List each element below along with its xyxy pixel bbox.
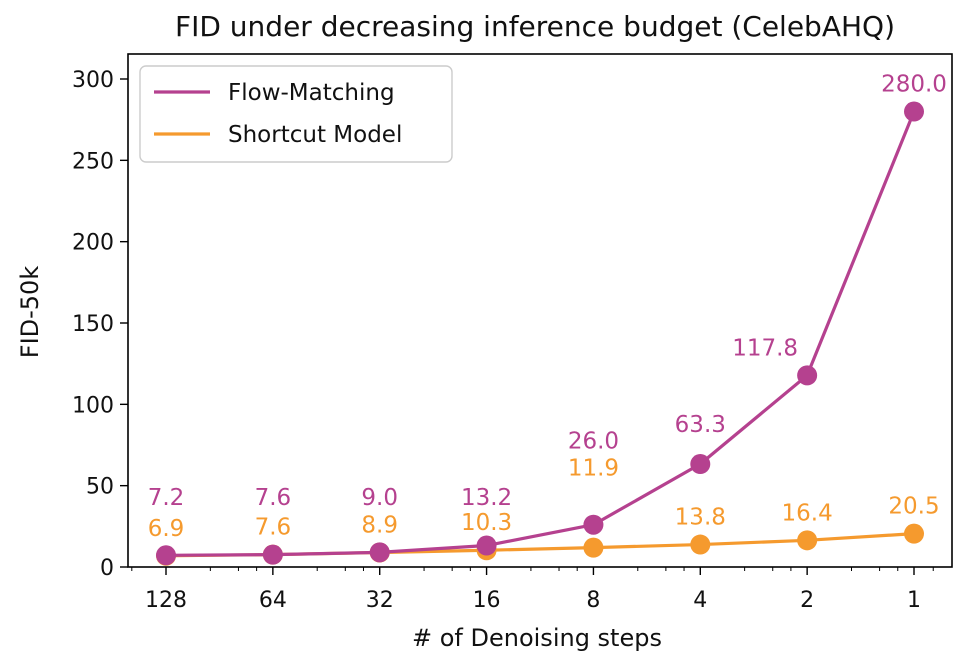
plot-frame [127, 53, 953, 568]
x-tick-label: 4 [693, 588, 707, 613]
data-point [583, 537, 604, 558]
x-tick-label: 128 [145, 588, 187, 613]
y-tick-label: 200 [72, 231, 114, 256]
x-tick-label: 32 [366, 588, 394, 613]
x-tick-label: 8 [586, 588, 600, 613]
x-tick-label: 2 [800, 588, 814, 613]
y-tick-label: 0 [100, 556, 114, 581]
legend-label-flow-matching: Flow-Matching [228, 80, 395, 106]
series-line-flow-matching [165, 110, 916, 557]
data-point [904, 523, 924, 544]
data-point [583, 514, 604, 535]
data-label-flow-matching: 9.0 [361, 485, 398, 511]
x-axis-label: # of Denoising steps [412, 624, 662, 652]
data-label-shortcut-model: 10.3 [461, 510, 512, 536]
data-label-shortcut-model: 6.9 [148, 516, 185, 542]
y-tick-label: 150 [72, 312, 114, 337]
x-tick-label: 1 [907, 588, 921, 613]
data-label-shortcut-model: 16.4 [782, 500, 833, 526]
data-label-shortcut-model: 20.5 [888, 494, 939, 520]
data-point [797, 365, 818, 386]
y-tick-label: 300 [72, 68, 114, 93]
data-point [690, 454, 711, 475]
chart-title: FID under decreasing inference budget (C… [175, 10, 895, 43]
data-point [369, 542, 390, 563]
data-label-flow-matching: 26.0 [568, 429, 619, 455]
y-tick-label: 50 [86, 475, 114, 500]
y-tick-label: 100 [72, 393, 114, 418]
data-point [476, 535, 497, 556]
data-point [262, 544, 283, 565]
data-label-flow-matching: 280.0 [881, 72, 947, 98]
data-point [156, 545, 176, 566]
y-tick-label: 250 [72, 149, 114, 174]
plot-area: 0 50 100 150 200 250 300 128 64 32 16 8 4 2 1 7.2 7.6 9.0… [72, 53, 953, 613]
data-label-shortcut-model: 7.6 [255, 515, 292, 541]
data-label-shortcut-model: 8.9 [361, 513, 398, 539]
data-label-flow-matching: 7.2 [148, 485, 185, 511]
data-label-shortcut-model: 13.8 [675, 505, 726, 531]
data-label-flow-matching: 7.6 [255, 485, 292, 511]
legend-label-shortcut-model: Shortcut Model [228, 122, 402, 148]
x-tick-label: 16 [473, 588, 501, 613]
data-label-flow-matching: 13.2 [461, 485, 512, 511]
y-axis-label: FID-50k [16, 266, 44, 359]
data-point [904, 101, 924, 122]
data-label-flow-matching: 117.8 [732, 335, 798, 361]
data-label-shortcut-model: 11.9 [568, 456, 619, 482]
data-point [690, 534, 711, 555]
x-tick-label: 64 [259, 588, 287, 613]
data-point [797, 530, 818, 551]
data-label-flow-matching: 63.3 [675, 412, 726, 438]
legend-box [139, 65, 453, 163]
